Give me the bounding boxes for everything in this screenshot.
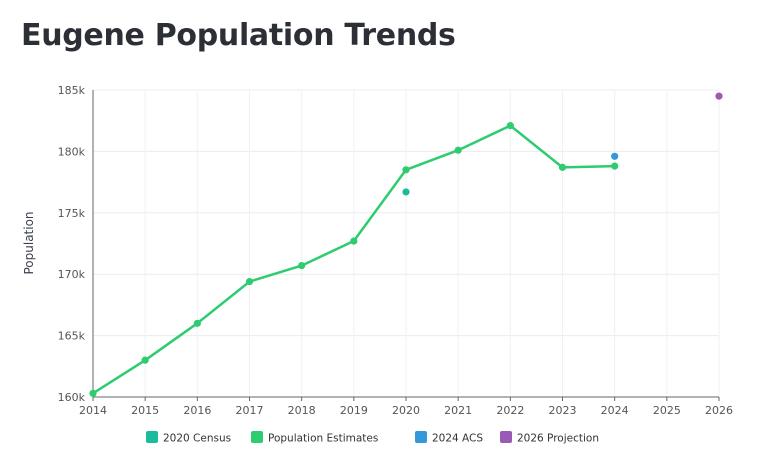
page-title: Eugene Population Trends xyxy=(21,18,456,53)
x-tick-label: 2016 xyxy=(183,404,211,417)
y-axis-label: Population xyxy=(22,211,36,274)
x-tick-label: 2024 xyxy=(601,404,629,417)
chart-series xyxy=(89,92,723,397)
legend-label: 2026 Projection xyxy=(517,433,599,445)
x-tick-label: 2026 xyxy=(705,404,733,417)
x-tick-label: 2018 xyxy=(288,404,316,417)
x-tick-label: 2022 xyxy=(496,404,524,417)
2024-acs-point[interactable] xyxy=(611,152,619,160)
y-tick-label: 160k xyxy=(58,391,86,404)
population-estimates-point[interactable] xyxy=(611,162,619,170)
population-estimates-point[interactable] xyxy=(402,166,410,174)
legend-label: 2024 ACS xyxy=(432,433,483,445)
population-estimates-point[interactable] xyxy=(506,122,514,130)
y-tick-label: 165k xyxy=(58,330,86,343)
x-tick-label: 2014 xyxy=(79,404,107,417)
y-tick-label: 175k xyxy=(58,207,86,220)
legend-swatch xyxy=(500,431,512,443)
y-tick-label: 185k xyxy=(58,84,86,97)
legend-item-2026-projection[interactable]: 2026 Projection xyxy=(500,431,599,445)
x-tick-label: 2020 xyxy=(392,404,420,417)
population-estimates-point[interactable] xyxy=(558,163,567,171)
2020-census-point[interactable] xyxy=(402,188,410,196)
chart-legend: 2020 Census Population Estimates 2024 ACS 2… xyxy=(146,431,599,445)
legend-label: 2020 Census xyxy=(163,433,231,445)
legend-swatch xyxy=(251,431,263,443)
x-tick-label: 2019 xyxy=(340,404,368,417)
population-estimates-point[interactable] xyxy=(298,262,306,270)
y-axis-ticks: 160k 165k 170k 175k 180k 185k xyxy=(58,84,86,404)
legend-swatch xyxy=(146,431,158,443)
x-tick-label: 2015 xyxy=(131,404,159,417)
population-estimates-point[interactable] xyxy=(454,146,462,154)
x-tick-label: 2025 xyxy=(653,404,681,417)
population-estimates-point[interactable] xyxy=(89,389,97,397)
legend-label: Population Estimates xyxy=(268,433,378,445)
population-estimates-point[interactable] xyxy=(141,356,149,364)
chart-axes xyxy=(92,90,720,401)
legend-item-2024-acs[interactable]: 2024 ACS xyxy=(415,431,483,445)
y-tick-label: 170k xyxy=(58,268,86,281)
x-tick-label: 2021 xyxy=(444,404,472,417)
population-estimates-point[interactable] xyxy=(350,237,358,245)
legend-item-2020-census[interactable]: 2020 Census xyxy=(146,431,231,445)
2026-projection-point[interactable] xyxy=(715,92,723,100)
legend-swatch xyxy=(415,431,427,443)
x-axis-ticks: 2014 2015 2016 2017 2018 2019 2020 2021 2022 2023… xyxy=(79,404,733,417)
chart-grid xyxy=(92,89,720,398)
x-tick-label: 2023 xyxy=(549,404,577,417)
legend-item-population-estimates[interactable]: Population Estimates xyxy=(251,431,378,445)
population-estimates-point[interactable] xyxy=(193,319,201,327)
x-tick-label: 2017 xyxy=(236,404,264,417)
population-estimates-point[interactable] xyxy=(245,277,254,286)
y-tick-label: 180k xyxy=(58,145,86,158)
